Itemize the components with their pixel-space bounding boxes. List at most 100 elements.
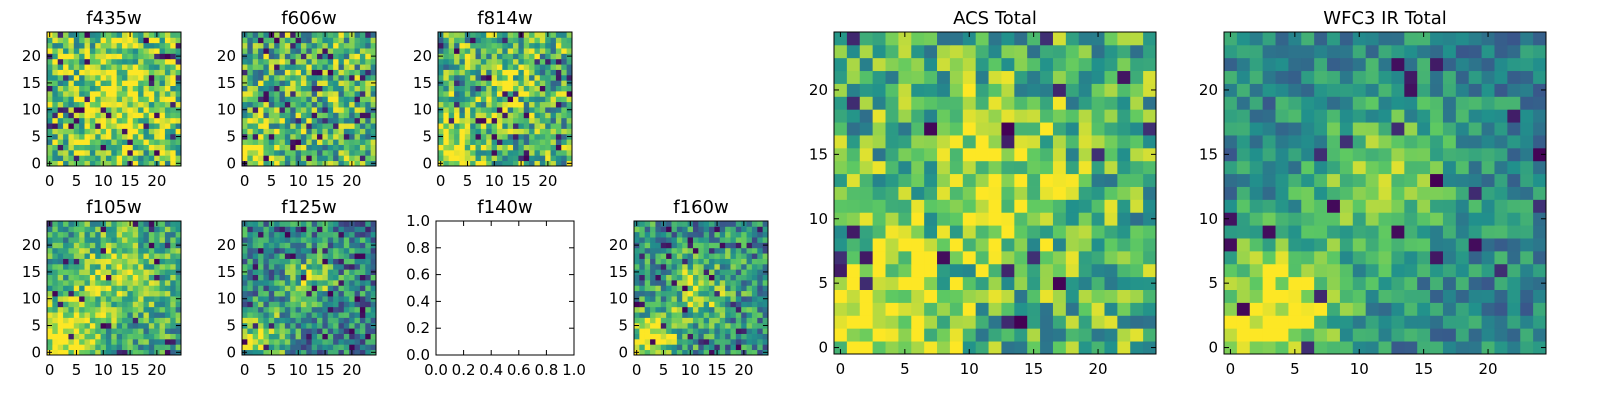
- heatmap-cell: [258, 301, 264, 308]
- heatmap-cell: [327, 306, 334, 313]
- heatmap-cell: [263, 96, 270, 103]
- heatmap-cell: [343, 274, 350, 281]
- heatmap-cell: [127, 344, 134, 351]
- heatmap-cell: [279, 285, 286, 292]
- heatmap-cell: [79, 306, 85, 313]
- heatmap-cell: [247, 301, 254, 308]
- heatmap-cell: [359, 242, 366, 249]
- heatmap-cell: [295, 149, 302, 156]
- heatmap-cell: [1078, 315, 1092, 329]
- heatmap-cell: [73, 128, 80, 135]
- heatmap-cell: [1339, 302, 1354, 316]
- heatmap-cell: [252, 338, 259, 345]
- heatmap-cell: [988, 315, 1002, 329]
- heatmap-cell: [252, 80, 259, 86]
- heatmap-cell: [644, 285, 651, 292]
- heatmap-cell: [1027, 212, 1041, 226]
- heatmap-cell: [365, 322, 372, 329]
- heatmap-cell: [84, 301, 91, 308]
- heatmap-cell: [95, 269, 101, 275]
- heatmap-cell: [290, 69, 296, 76]
- heatmap-cell: [480, 117, 487, 124]
- heatmap-cell: [68, 253, 75, 259]
- heatmap-cell: [644, 296, 651, 302]
- heatmap-cell: [539, 37, 546, 44]
- heatmap-cell: [63, 328, 69, 334]
- heatmap-cell: [1288, 199, 1302, 213]
- heatmap-cell: [1065, 212, 1080, 226]
- heatmap-cell: [170, 226, 177, 233]
- heatmap-cell: [247, 53, 254, 60]
- heatmap-cell: [290, 333, 296, 340]
- heatmap-cell: [89, 253, 96, 259]
- heatmap-cell: [290, 74, 296, 81]
- heatmap-cell: [1104, 135, 1118, 149]
- heatmap-cell: [159, 317, 166, 324]
- heatmap-cell: [252, 128, 259, 135]
- heatmap-cell: [327, 242, 334, 249]
- heatmap-cell: [247, 242, 254, 249]
- heatmap-cell: [57, 258, 64, 265]
- heatmap-cell: [295, 279, 302, 286]
- heatmap-cell: [95, 117, 101, 124]
- heatmap-cell: [703, 306, 710, 313]
- heatmap-cell: [975, 96, 989, 110]
- heatmap-cell: [502, 90, 509, 97]
- heatmap-cell: [290, 101, 296, 108]
- heatmap-cell: [274, 301, 280, 308]
- heatmap-cell: [143, 290, 150, 297]
- heatmap-cell: [116, 296, 123, 302]
- heatmap-cell: [924, 160, 938, 175]
- heatmap-cell: [333, 117, 339, 124]
- heatmap-cell: [89, 42, 96, 49]
- heatmap-cell: [666, 237, 672, 243]
- heatmap-cell: [1052, 57, 1067, 72]
- heatmap-cell: [73, 144, 80, 151]
- heatmap-cell: [534, 42, 541, 49]
- heatmap-cell: [284, 247, 291, 254]
- heatmap-cell: [496, 149, 503, 156]
- heatmap-cell: [846, 199, 861, 213]
- heatmap-cell: [746, 301, 753, 308]
- heatmap-cell: [295, 269, 302, 275]
- heatmap-cell: [263, 128, 270, 135]
- heatmap-cell: [154, 237, 160, 243]
- heatmap-cell: [154, 139, 160, 145]
- heatmap-cell: [138, 53, 144, 60]
- heatmap-cell: [365, 80, 372, 86]
- heatmap-cell: [84, 344, 91, 351]
- heatmap-cell: [1494, 341, 1508, 355]
- heatmap-cell: [762, 344, 769, 351]
- heatmap-cell: [757, 269, 764, 275]
- heatmap-cell: [454, 58, 460, 65]
- heatmap-cell: [676, 274, 683, 281]
- heatmap-cell: [111, 301, 118, 308]
- heatmap-cell: [143, 263, 150, 270]
- heatmap-cell: [311, 37, 318, 44]
- heatmap-cell: [322, 306, 329, 313]
- heatmap-cell: [464, 37, 471, 44]
- heatmap-cell: [105, 74, 112, 81]
- heatmap-cell: [52, 221, 59, 227]
- heatmap-cell: [100, 274, 107, 281]
- heatmap-cell: [311, 128, 318, 135]
- heatmap-cell: [937, 96, 951, 110]
- heatmap-cell: [89, 338, 96, 345]
- heatmap-cell: [47, 85, 53, 92]
- heatmap-cell: [555, 32, 562, 38]
- heatmap-cell: [300, 37, 307, 44]
- heatmap-cell: [561, 144, 568, 151]
- heatmap-cell: [751, 306, 758, 313]
- heatmap-cell: [1378, 186, 1392, 200]
- heatmap-cell: [68, 242, 75, 249]
- heatmap-cell: [263, 69, 270, 76]
- heatmap-cell: [1455, 225, 1470, 239]
- heatmap-cell: [89, 80, 96, 86]
- heatmap-cell: [274, 160, 280, 167]
- heatmap-cell: [949, 225, 964, 239]
- heatmap-cell: [698, 274, 705, 281]
- heatmap-cell: [284, 301, 291, 308]
- heatmap-cell: [175, 90, 182, 97]
- heatmap-cell: [268, 85, 275, 92]
- heatmap-cell: [539, 69, 546, 76]
